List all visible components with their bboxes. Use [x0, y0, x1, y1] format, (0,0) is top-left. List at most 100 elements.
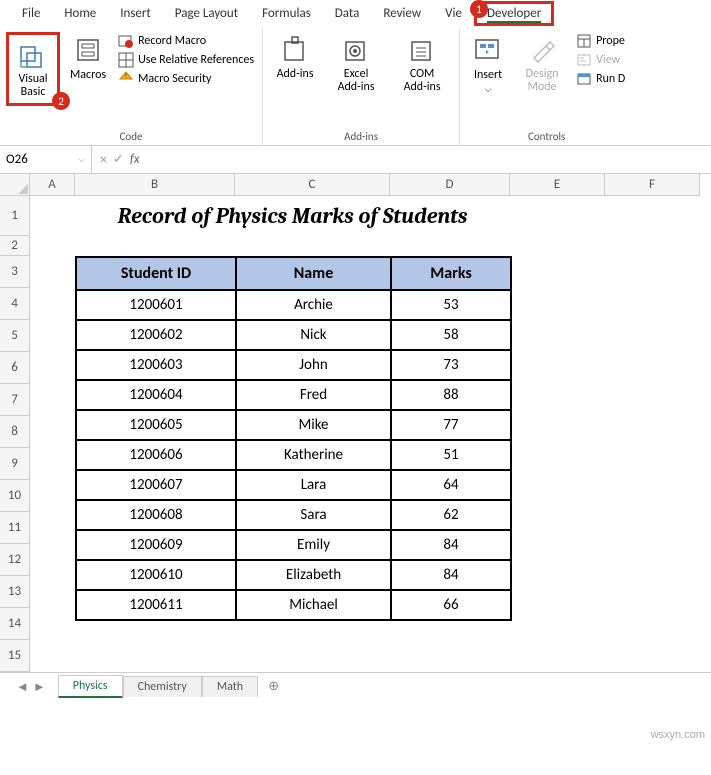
macros-button[interactable]: Macros	[64, 32, 112, 84]
table-cell[interactable]: Katherine	[236, 440, 391, 470]
column-header[interactable]: E	[510, 174, 605, 196]
table-cell[interactable]: 73	[391, 350, 511, 380]
table-header[interactable]: Marks	[391, 257, 511, 290]
table-row: 1200602Nick58	[76, 320, 511, 350]
tab-review[interactable]: Review	[371, 2, 433, 25]
name-box[interactable]: O26 ⌵	[0, 146, 92, 173]
record-macro-button[interactable]: Record Macro	[116, 32, 256, 50]
table-cell[interactable]: 1200610	[76, 560, 236, 590]
row-header[interactable]: 1	[0, 196, 30, 236]
tab-page-layout[interactable]: Page Layout	[163, 2, 250, 25]
table-cell[interactable]: 66	[391, 590, 511, 620]
table-cell[interactable]: 1200606	[76, 440, 236, 470]
visual-basic-button[interactable]: Visual Basic	[6, 32, 60, 106]
row-header[interactable]: 3	[0, 256, 30, 288]
new-sheet-button[interactable]: ⊕	[268, 679, 279, 694]
excel-addins-button[interactable]: Excel Add-ins	[325, 32, 387, 96]
table-cell[interactable]: 77	[391, 410, 511, 440]
table-cell[interactable]: John	[236, 350, 391, 380]
column-header[interactable]: B	[75, 174, 235, 196]
design-mode-button[interactable]: Design Mode	[514, 32, 570, 96]
properties-button[interactable]: Prope	[574, 32, 627, 50]
cancel-formula-icon[interactable]: ×	[100, 151, 107, 168]
table-cell[interactable]: 51	[391, 440, 511, 470]
table-cell[interactable]: 58	[391, 320, 511, 350]
row-header[interactable]: 10	[0, 480, 30, 512]
table-cell[interactable]: 1200604	[76, 380, 236, 410]
row-header[interactable]: 7	[0, 384, 30, 416]
table-cell[interactable]: 1200601	[76, 290, 236, 320]
table-cell[interactable]: 1200611	[76, 590, 236, 620]
table-cell[interactable]: Archie	[236, 290, 391, 320]
table-cell[interactable]: 84	[391, 530, 511, 560]
table-cell[interactable]: 1200603	[76, 350, 236, 380]
row-header[interactable]: 8	[0, 416, 30, 448]
table-cell[interactable]: 88	[391, 380, 511, 410]
sheet-tab-math[interactable]: Math	[202, 676, 258, 697]
row-header[interactable]: 13	[0, 576, 30, 608]
row-header[interactable]: 12	[0, 544, 30, 576]
tab-insert[interactable]: Insert	[108, 2, 163, 25]
accept-formula-icon[interactable]: ✓	[113, 152, 124, 167]
tab-file[interactable]: File	[10, 2, 52, 25]
table-cell[interactable]: Mike	[236, 410, 391, 440]
use-relative-refs-button[interactable]: Use Relative References	[116, 51, 256, 69]
table-cell[interactable]: 1200605	[76, 410, 236, 440]
table-row: 1200603John73	[76, 350, 511, 380]
fx-icon[interactable]: fx	[130, 152, 140, 167]
table-cell[interactable]: 1200602	[76, 320, 236, 350]
table-cell[interactable]: 84	[391, 560, 511, 590]
table-cell[interactable]: 53	[391, 290, 511, 320]
table-header[interactable]: Student ID	[76, 257, 236, 290]
column-header[interactable]: C	[235, 174, 390, 196]
table-cell[interactable]: Nick	[236, 320, 391, 350]
view-code-button[interactable]: View	[574, 51, 627, 69]
insert-control-button[interactable]: Insert⌵	[466, 32, 510, 98]
com-addins-button[interactable]: COM Add-ins	[391, 32, 453, 96]
addins-button[interactable]: Add-ins	[269, 32, 321, 83]
table-cell[interactable]: 1200607	[76, 470, 236, 500]
table-cell[interactable]: Sara	[236, 500, 391, 530]
row-header[interactable]: 6	[0, 352, 30, 384]
view-code-icon	[576, 52, 592, 68]
tab-formulas[interactable]: Formulas	[250, 2, 323, 25]
row-header[interactable]: 4	[0, 288, 30, 320]
column-header[interactable]: F	[605, 174, 700, 196]
row-header[interactable]: 15	[0, 640, 30, 672]
run-dialog-button[interactable]: Run D	[574, 70, 627, 88]
table-cell[interactable]: Emily	[236, 530, 391, 560]
table-cell[interactable]: Michael	[236, 590, 391, 620]
tab-data[interactable]: Data	[323, 2, 372, 25]
table-row: 1200601Archie53	[76, 290, 511, 320]
table-cell[interactable]: 62	[391, 500, 511, 530]
excel-addins-label: Excel Add-ins	[331, 68, 381, 94]
table-cell[interactable]: 1200609	[76, 530, 236, 560]
sheet-nav-next[interactable]: ►	[33, 679, 46, 695]
tab-view-truncated[interactable]: Vie 1	[433, 2, 474, 25]
row-header[interactable]: 11	[0, 512, 30, 544]
table-cell[interactable]: Lara	[236, 470, 391, 500]
ribbon: Visual Basic 2 Macros Record Macro	[0, 28, 711, 146]
table-header[interactable]: Name	[236, 257, 391, 290]
design-mode-label: Design Mode	[520, 68, 564, 94]
table-cell[interactable]: Elizabeth	[236, 560, 391, 590]
select-all-corner[interactable]	[0, 174, 30, 196]
column-header[interactable]: A	[30, 174, 75, 196]
row-header[interactable]: 9	[0, 448, 30, 480]
row-header[interactable]: 2	[0, 236, 30, 256]
column-header[interactable]: D	[390, 174, 510, 196]
tab-home[interactable]: Home	[52, 2, 108, 25]
data-table: Student IDNameMarks1200601Archie53120060…	[75, 256, 512, 621]
table-cell[interactable]: 64	[391, 470, 511, 500]
annotation-badge-1: 1	[470, 0, 488, 18]
watermark: wsxyn.com	[651, 729, 705, 741]
row-header[interactable]: 14	[0, 608, 30, 640]
table-cell[interactable]: 1200608	[76, 500, 236, 530]
table-cell[interactable]: Fred	[236, 380, 391, 410]
row-header[interactable]: 5	[0, 320, 30, 352]
macro-security-button[interactable]: ! Macro Security	[116, 70, 256, 88]
sheet-nav-prev[interactable]: ◄	[16, 679, 29, 695]
insert-control-icon	[472, 34, 504, 66]
sheet-tab-chemistry[interactable]: Chemistry	[123, 676, 202, 697]
sheet-tab-physics[interactable]: Physics	[58, 675, 123, 698]
